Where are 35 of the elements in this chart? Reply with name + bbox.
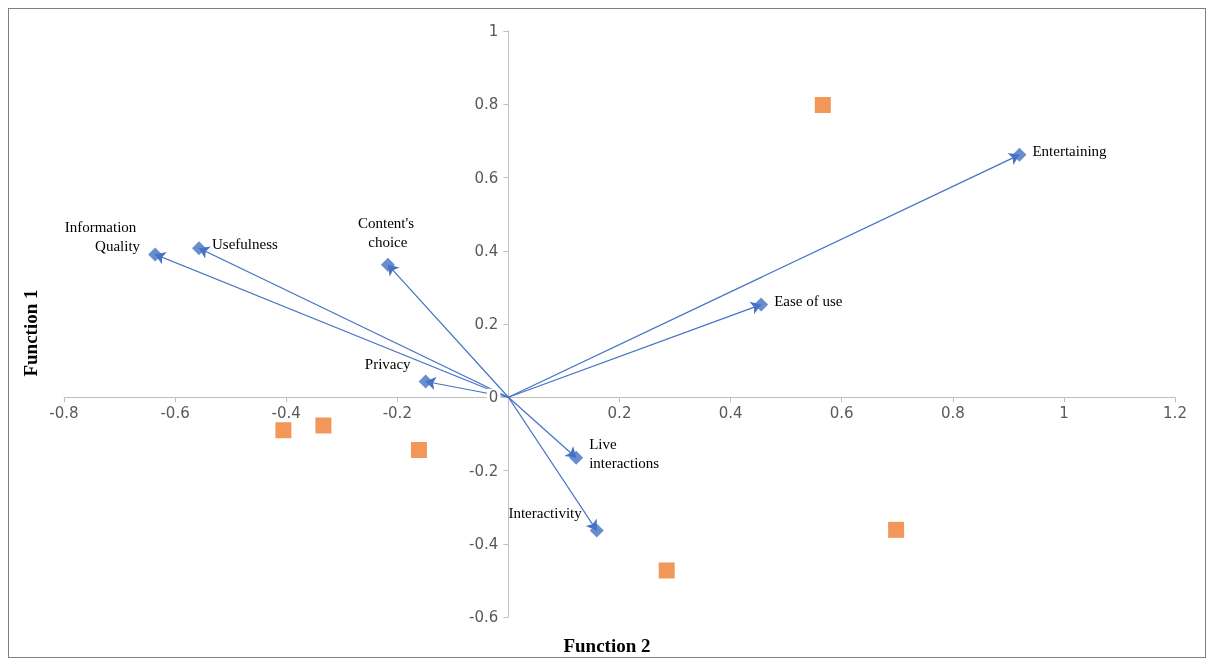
annotation: Privacy	[364, 355, 412, 372]
point	[814, 96, 831, 113]
point	[658, 562, 675, 579]
annotation: Information Quality	[64, 218, 141, 254]
x-tick-label: 0.2	[607, 403, 632, 422]
y-tick-label: 0.4	[474, 241, 499, 260]
y-tick-label: 0	[488, 388, 499, 407]
x-tick-label: 1	[1059, 403, 1069, 422]
y-axis-title: Function 1	[20, 289, 41, 377]
x-tick-label: 0.4	[718, 403, 743, 422]
x-axis-title: Function 2	[563, 635, 651, 656]
x-tick-label: 0.8	[940, 403, 965, 422]
annotation: Ease of use	[774, 292, 843, 309]
y-tick-label: 0.6	[474, 168, 499, 187]
x-tick-label: 1.2	[1163, 403, 1187, 422]
annotation: Live interactions	[589, 436, 660, 472]
y-tick-label: -0.6	[469, 608, 499, 626]
annotation: Entertaining	[1032, 142, 1108, 159]
y-tick-label: -0.2	[469, 461, 499, 480]
x-tick-label: -0.8	[49, 403, 79, 422]
y-tick-label: -0.4	[469, 534, 499, 553]
annotation: Interactivity	[508, 504, 583, 521]
annotation: Usefulness	[211, 236, 278, 253]
y-tick-label: 0.2	[474, 315, 499, 333]
x-tick-label: -0.6	[160, 403, 190, 422]
y-tick-label: 0.8	[474, 95, 499, 114]
point	[888, 521, 905, 538]
x-tick-label: 0.6	[829, 403, 854, 422]
point	[315, 417, 332, 434]
point	[410, 441, 427, 458]
x-tick-label: -0.2	[382, 403, 412, 422]
annotation: Content's choice	[357, 215, 418, 251]
x-tick-label: -0.4	[271, 403, 301, 422]
point	[275, 422, 292, 439]
y-tick-label: 1	[488, 22, 499, 40]
